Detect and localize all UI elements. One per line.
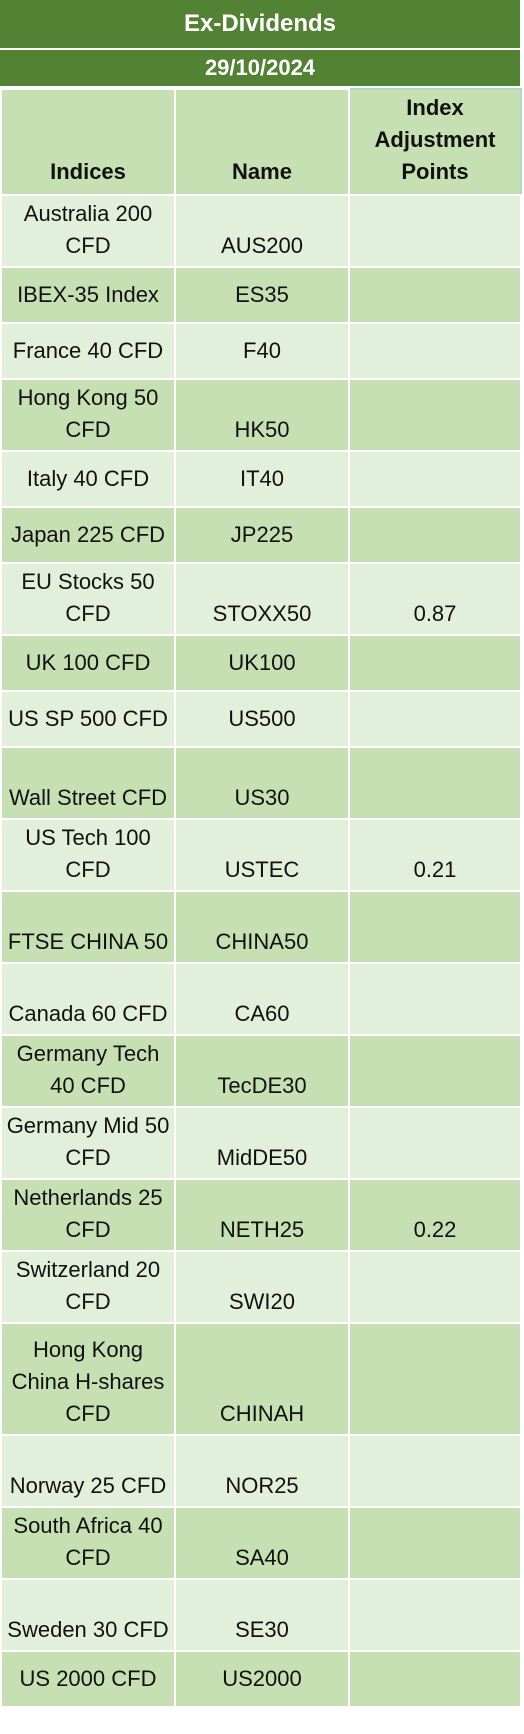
index-cell: Hong Kong 50 CFD — [0, 378, 176, 452]
index-cell: Italy 40 CFD — [0, 450, 176, 508]
adjustment-points-cell — [348, 1650, 522, 1708]
index-cell: Australia 200 CFD — [0, 194, 176, 268]
column-header-name: Name — [174, 88, 350, 196]
table-row: US Tech 100 CFD USTEC 0.21 — [0, 818, 522, 892]
index-cell: Norway 25 CFD — [0, 1434, 176, 1508]
table-row: FTSE CHINA 50 CHINA50 — [0, 890, 522, 964]
table-row: Hong Kong 50 CFD HK50 — [0, 378, 522, 452]
symbol-cell: UK100 — [174, 634, 350, 692]
table-row: Japan 225 CFD JP225 — [0, 506, 522, 564]
table-row: Canada 60 CFD CA60 — [0, 962, 522, 1036]
adjustment-points-cell — [348, 506, 522, 564]
table-row: IBEX-35 Index ES35 — [0, 266, 522, 324]
index-cell: UK 100 CFD — [0, 634, 176, 692]
adjustment-points-cell — [348, 634, 522, 692]
ex-dividends-table: Indices Name Index Adjustment Points Aus… — [0, 88, 522, 1708]
adjustment-points-cell — [348, 690, 522, 748]
symbol-cell: SA40 — [174, 1506, 350, 1580]
symbol-cell: MidDE50 — [174, 1106, 350, 1180]
symbol-cell: STOXX50 — [174, 562, 350, 636]
index-cell: US 2000 CFD — [0, 1650, 176, 1708]
symbol-cell: ES35 — [174, 266, 350, 324]
symbol-cell: NETH25 — [174, 1178, 350, 1252]
symbol-cell: US500 — [174, 690, 350, 748]
index-cell: EU Stocks 50 CFD — [0, 562, 176, 636]
adjustment-points-cell — [348, 890, 522, 964]
table-row: US 2000 CFD US2000 — [0, 1650, 522, 1708]
sheet-date: 29/10/2024 — [0, 50, 520, 88]
index-cell: Switzerland 20 CFD — [0, 1250, 176, 1324]
column-header-adjustment-points: Index Adjustment Points — [348, 88, 522, 196]
table-row: Netherlands 25 CFD NETH25 0.22 — [0, 1178, 522, 1252]
symbol-cell: USTEC — [174, 818, 350, 892]
table-row: UK 100 CFD UK100 — [0, 634, 522, 692]
table-body: Australia 200 CFD AUS200 IBEX-35 Index ES35… — [0, 194, 522, 1708]
table-row: Sweden 30 CFD SE30 — [0, 1578, 522, 1652]
adjustment-points-cell — [348, 1322, 522, 1436]
adjustment-points-cell — [348, 1506, 522, 1580]
adjustment-points-cell: 0.21 — [348, 818, 522, 892]
index-cell: Sweden 30 CFD — [0, 1578, 176, 1652]
index-cell: IBEX-35 Index — [0, 266, 176, 324]
index-cell: Japan 225 CFD — [0, 506, 176, 564]
table-row: Germany Mid 50 CFD MidDE50 — [0, 1106, 522, 1180]
index-cell: Wall Street CFD — [0, 746, 176, 820]
adjustment-points-cell — [348, 1434, 522, 1508]
adjustment-points-cell — [348, 1034, 522, 1108]
table-row: Wall Street CFD US30 — [0, 746, 522, 820]
table-row: EU Stocks 50 CFD STOXX50 0.87 — [0, 562, 522, 636]
adjustment-points-cell — [348, 1578, 522, 1652]
symbol-cell: CA60 — [174, 962, 350, 1036]
index-cell: Netherlands 25 CFD — [0, 1178, 176, 1252]
table-row: Australia 200 CFD AUS200 — [0, 194, 522, 268]
index-cell: South Africa 40 CFD — [0, 1506, 176, 1580]
adjustment-points-cell — [348, 1106, 522, 1180]
symbol-cell: US2000 — [174, 1650, 350, 1708]
symbol-cell: F40 — [174, 322, 350, 380]
adjustment-points-cell — [348, 962, 522, 1036]
symbol-cell: NOR25 — [174, 1434, 350, 1508]
symbol-cell: CHINAH — [174, 1322, 350, 1436]
index-cell: Germany Tech 40 CFD — [0, 1034, 176, 1108]
table-row: Norway 25 CFD NOR25 — [0, 1434, 522, 1508]
symbol-cell: AUS200 — [174, 194, 350, 268]
table-row: Switzerland 20 CFD SWI20 — [0, 1250, 522, 1324]
table-row: Hong Kong China H-shares CFD CHINAH — [0, 1322, 522, 1436]
adjustment-points-cell — [348, 1250, 522, 1324]
symbol-cell: IT40 — [174, 450, 350, 508]
column-header-indices: Indices — [0, 88, 176, 196]
table-row: France 40 CFD F40 — [0, 322, 522, 380]
adjustment-points-cell — [348, 450, 522, 508]
table-row: US SP 500 CFD US500 — [0, 690, 522, 748]
adjustment-points-cell — [348, 378, 522, 452]
symbol-cell: HK50 — [174, 378, 350, 452]
adjustment-points-cell: 0.87 — [348, 562, 522, 636]
adjustment-points-cell — [348, 194, 522, 268]
symbol-cell: US30 — [174, 746, 350, 820]
adjustment-points-cell — [348, 322, 522, 380]
index-cell: Canada 60 CFD — [0, 962, 176, 1036]
symbol-cell: TecDE30 — [174, 1034, 350, 1108]
index-cell: Hong Kong China H-shares CFD — [0, 1322, 176, 1436]
table-header-row: Indices Name Index Adjustment Points — [0, 88, 522, 196]
table-row: Italy 40 CFD IT40 — [0, 450, 522, 508]
symbol-cell: SE30 — [174, 1578, 350, 1652]
index-cell: France 40 CFD — [0, 322, 176, 380]
symbol-cell: CHINA50 — [174, 890, 350, 964]
table-row: Germany Tech 40 CFD TecDE30 — [0, 1034, 522, 1108]
table-row: South Africa 40 CFD SA40 — [0, 1506, 522, 1580]
index-cell: Germany Mid 50 CFD — [0, 1106, 176, 1180]
index-cell: US SP 500 CFD — [0, 690, 176, 748]
index-cell: US Tech 100 CFD — [0, 818, 176, 892]
adjustment-points-cell — [348, 266, 522, 324]
adjustment-points-cell: 0.22 — [348, 1178, 522, 1252]
symbol-cell: JP225 — [174, 506, 350, 564]
symbol-cell: SWI20 — [174, 1250, 350, 1324]
index-cell: FTSE CHINA 50 — [0, 890, 176, 964]
sheet-title: Ex-Dividends — [0, 0, 520, 50]
adjustment-points-cell — [348, 746, 522, 820]
